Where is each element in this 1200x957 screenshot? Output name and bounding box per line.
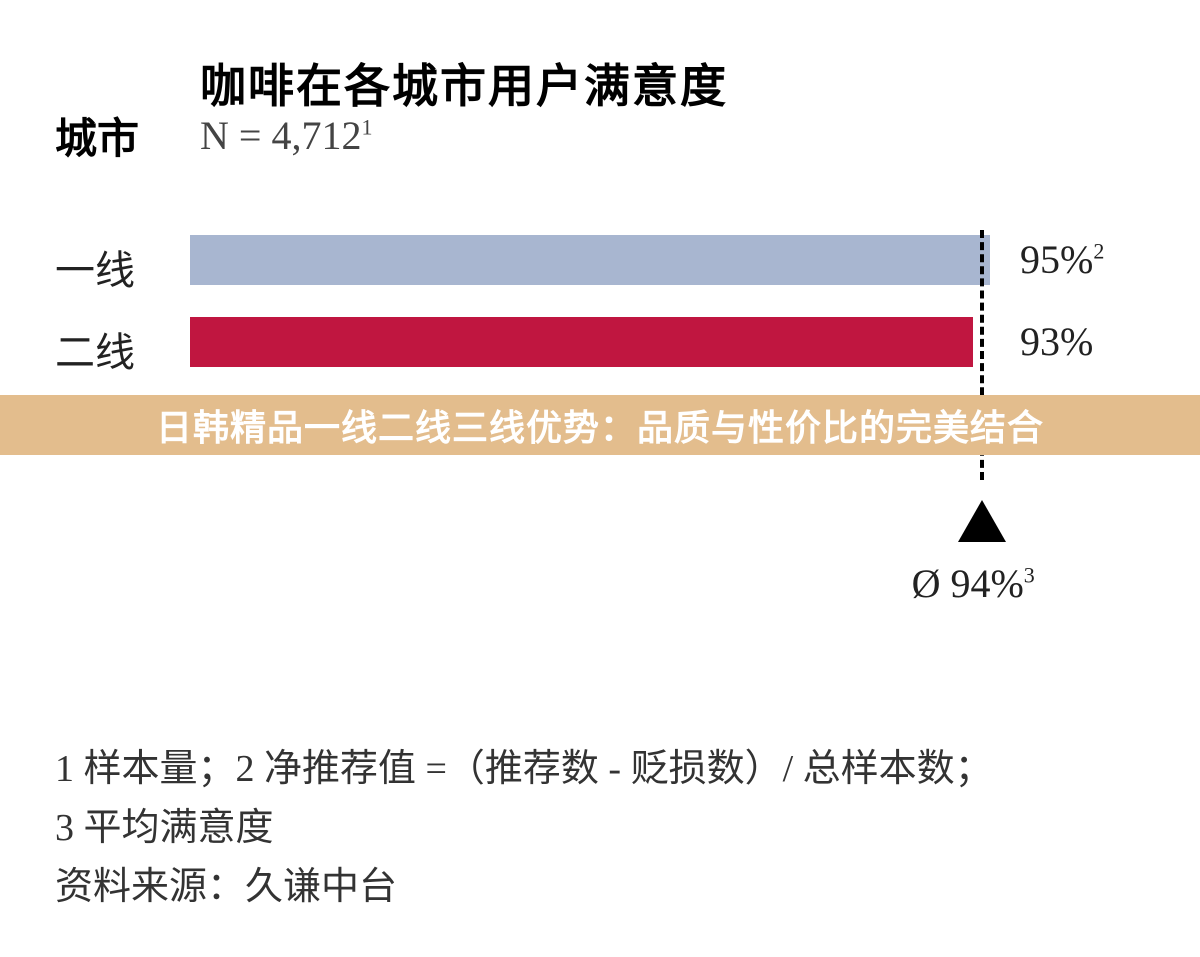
- overlay-banner: 日韩精品一线二线三线优势：品质与性价比的完美结合: [0, 395, 1200, 455]
- chart-title: 咖啡在各城市用户满意度: [200, 50, 728, 116]
- bar-row: 二线 93%: [0, 312, 1200, 376]
- bar-category-label: 一线: [55, 238, 135, 296]
- subtitle-prefix: N =: [200, 113, 271, 158]
- bar: [190, 235, 990, 285]
- bar: [190, 317, 973, 367]
- bar-value-label: 95%2: [1020, 236, 1104, 283]
- subtitle-value: 4,712: [271, 113, 361, 158]
- overlay-text: 日韩精品一线二线三线优势：品质与性价比的完美结合: [156, 399, 1044, 451]
- footnote-source: 资料来源：久谦中台: [55, 858, 1155, 917]
- bar-fill: [190, 235, 990, 285]
- subtitle-sup: 1: [361, 115, 372, 140]
- bar-row: 一线 95%2: [0, 230, 1200, 294]
- footnote-line-2: 3 平均满意度: [55, 799, 1155, 858]
- bar-category-label: 二线: [55, 320, 135, 378]
- average-prefix: Ø: [912, 561, 951, 606]
- city-column-header: 城市: [55, 105, 139, 166]
- average-value: 94%: [950, 561, 1023, 606]
- page: 城市 咖啡在各城市用户满意度 N = 4,7121 一线95%2二线93%三线+…: [0, 0, 1200, 957]
- footnotes: 1 样本量；2 净推荐值 =（推荐数 - 贬损数）/ 总样本数； 3 平均满意度…: [55, 740, 1155, 917]
- bar-fill: [190, 317, 973, 367]
- chart-subtitle: N = 4,7121: [200, 112, 372, 159]
- bar-value-label: 93%: [1020, 318, 1093, 365]
- average-arrow-icon: [958, 500, 1006, 542]
- average-label: Ø 94%3: [912, 560, 1035, 607]
- footnote-line-1: 1 样本量；2 净推荐值 =（推荐数 - 贬损数）/ 总样本数；: [55, 740, 1155, 799]
- average-sup: 3: [1024, 563, 1035, 588]
